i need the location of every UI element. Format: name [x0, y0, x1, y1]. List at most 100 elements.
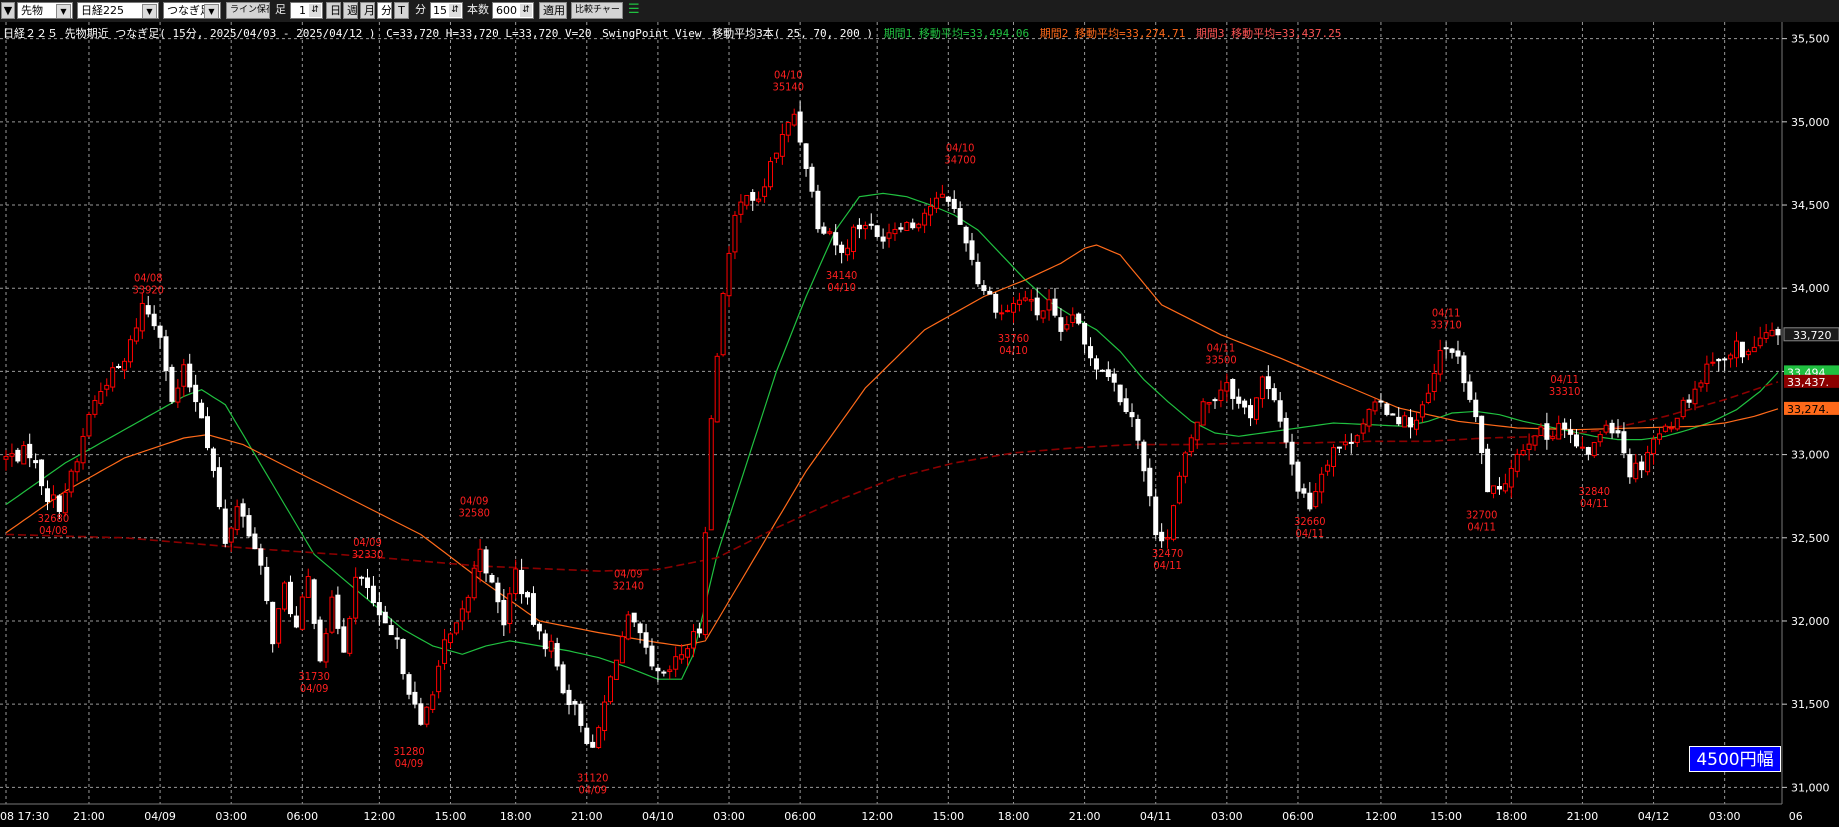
candle	[1568, 418, 1574, 444]
market-select[interactable]: 先物	[17, 2, 73, 19]
menu-dropdown-button[interactable]: ▼	[1, 2, 15, 19]
candle	[880, 228, 886, 249]
candle-body	[1366, 408, 1372, 427]
candle	[1425, 383, 1431, 405]
candle	[317, 616, 323, 663]
candle	[157, 324, 163, 349]
swing-label-line1: 32660	[1294, 515, 1325, 528]
swing-label-line2: 04/10	[827, 281, 856, 294]
candle-body	[453, 622, 459, 634]
candle-body	[157, 325, 163, 338]
period-day-button[interactable]: 日	[326, 2, 341, 19]
candle-body	[1639, 461, 1645, 471]
candle	[1680, 397, 1686, 420]
candle-body	[1265, 376, 1271, 390]
candle-body	[868, 223, 874, 226]
candle-body	[1461, 355, 1467, 384]
candle-body	[1301, 488, 1307, 494]
candle	[1496, 477, 1502, 495]
compare-chart-button[interactable]: 比較チャート	[571, 2, 623, 19]
candle-body	[1271, 388, 1277, 401]
candle-body	[1716, 358, 1722, 362]
candle	[999, 304, 1005, 321]
candle	[276, 608, 282, 648]
candle-body	[1467, 381, 1473, 400]
candle	[584, 723, 590, 746]
candle-body	[181, 364, 187, 387]
candle-body	[637, 623, 643, 634]
candle	[637, 621, 643, 644]
candle	[1686, 394, 1692, 408]
swing-label-line2: 32330	[352, 548, 383, 561]
candle-body	[1491, 485, 1497, 494]
candle	[145, 295, 151, 318]
candle-body	[412, 691, 418, 705]
candle-body	[323, 633, 329, 663]
candle-body	[199, 402, 205, 419]
candle	[750, 189, 756, 211]
instrument-select[interactable]: 日経225	[77, 2, 159, 19]
candle	[1431, 363, 1437, 401]
candle	[685, 645, 691, 666]
period-month-button[interactable]: 月	[360, 2, 375, 19]
candle	[631, 612, 637, 628]
candle	[673, 646, 679, 678]
chart-kind-select[interactable]: つなぎ足	[163, 2, 221, 19]
candle	[116, 363, 122, 369]
candle-body	[1473, 399, 1479, 418]
candle-body	[116, 366, 122, 369]
interval-input[interactable]: 15	[430, 2, 463, 19]
period-week-button[interactable]: 週	[343, 2, 358, 19]
candle	[1603, 420, 1609, 435]
candle-body	[1088, 346, 1094, 359]
candle-body	[1757, 337, 1763, 347]
ashi-input[interactable]: 1	[290, 2, 323, 19]
x-tick-label: 03:00	[1709, 810, 1741, 823]
candle	[1200, 398, 1206, 426]
candle-body	[590, 741, 596, 748]
candle	[1289, 433, 1295, 476]
candle	[56, 494, 62, 520]
candle-body	[1621, 431, 1627, 454]
candle-body	[1591, 442, 1597, 457]
candle-body	[1574, 434, 1580, 447]
x-tick-label: 06	[1789, 810, 1803, 823]
swing-label-line1: 32680	[38, 512, 69, 525]
indicator-list-icon[interactable]: ☰	[628, 2, 640, 17]
candle-body	[726, 252, 732, 297]
swing-label-line2: 33500	[1205, 353, 1236, 366]
candle	[1325, 459, 1331, 476]
bars-input[interactable]: 600	[492, 2, 534, 19]
candle	[803, 143, 809, 177]
candle-body	[1668, 427, 1674, 430]
candle	[548, 634, 554, 659]
candle	[1485, 443, 1491, 493]
candle-body	[1384, 403, 1390, 415]
candle-body	[981, 285, 987, 291]
swing-label-line1: 31280	[393, 745, 424, 758]
last-price-tag-box	[1783, 327, 1839, 342]
candle	[1372, 398, 1378, 415]
candle	[981, 280, 987, 295]
candle-body	[1413, 419, 1419, 430]
candle-body	[685, 648, 691, 658]
period-minute-button[interactable]: 分	[377, 2, 392, 19]
candle-body	[1277, 400, 1283, 422]
period-tick-button[interactable]: T	[394, 2, 409, 19]
candle	[163, 329, 169, 382]
y-tick-label: 32,500	[1791, 532, 1830, 545]
ma-line-1	[5, 192, 1779, 680]
candle-body	[809, 166, 815, 192]
candle-body	[643, 632, 649, 648]
candle	[187, 353, 193, 393]
candle	[850, 224, 856, 260]
candle-body	[193, 384, 199, 403]
line-save-button[interactable]: ライン保存	[226, 2, 270, 19]
candle-body	[56, 495, 62, 512]
x-tick-label: 21:00	[1567, 810, 1599, 823]
apply-button[interactable]: 適用	[539, 2, 567, 19]
ohlcv-readout: C=33,720 H=33,720 L=33,720 V=20	[386, 27, 592, 40]
